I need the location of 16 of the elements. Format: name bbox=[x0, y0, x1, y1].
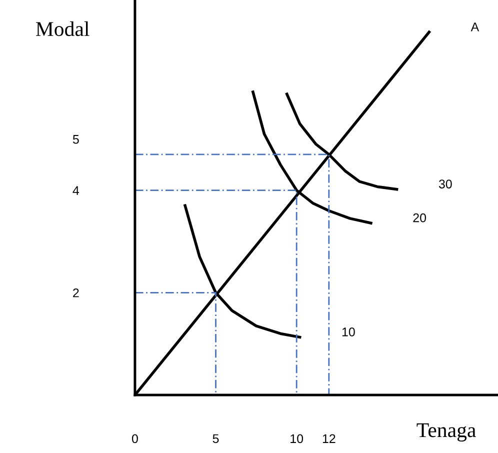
line-series bbox=[184, 204, 302, 339]
text: 30 bbox=[438, 180, 452, 188]
x-tick-label: 12 bbox=[322, 434, 336, 443]
text: 20 bbox=[413, 213, 426, 222]
line-series bbox=[252, 90, 372, 224]
x-tick-label: 10 bbox=[290, 434, 304, 444]
line-series bbox=[286, 92, 398, 191]
y-tick-label: 5 bbox=[72, 135, 79, 144]
y-axis-title: Modal bbox=[36, 21, 90, 36]
y-tick-label: 2 bbox=[73, 288, 79, 298]
y-tick-label: 4 bbox=[72, 186, 80, 195]
text: A bbox=[470, 22, 480, 32]
x-axis-title: Tenaga bbox=[416, 423, 476, 442]
text: 10 bbox=[342, 328, 355, 336]
x-tick-label: 0 bbox=[132, 434, 138, 444]
x-tick-label: 5 bbox=[212, 434, 219, 444]
